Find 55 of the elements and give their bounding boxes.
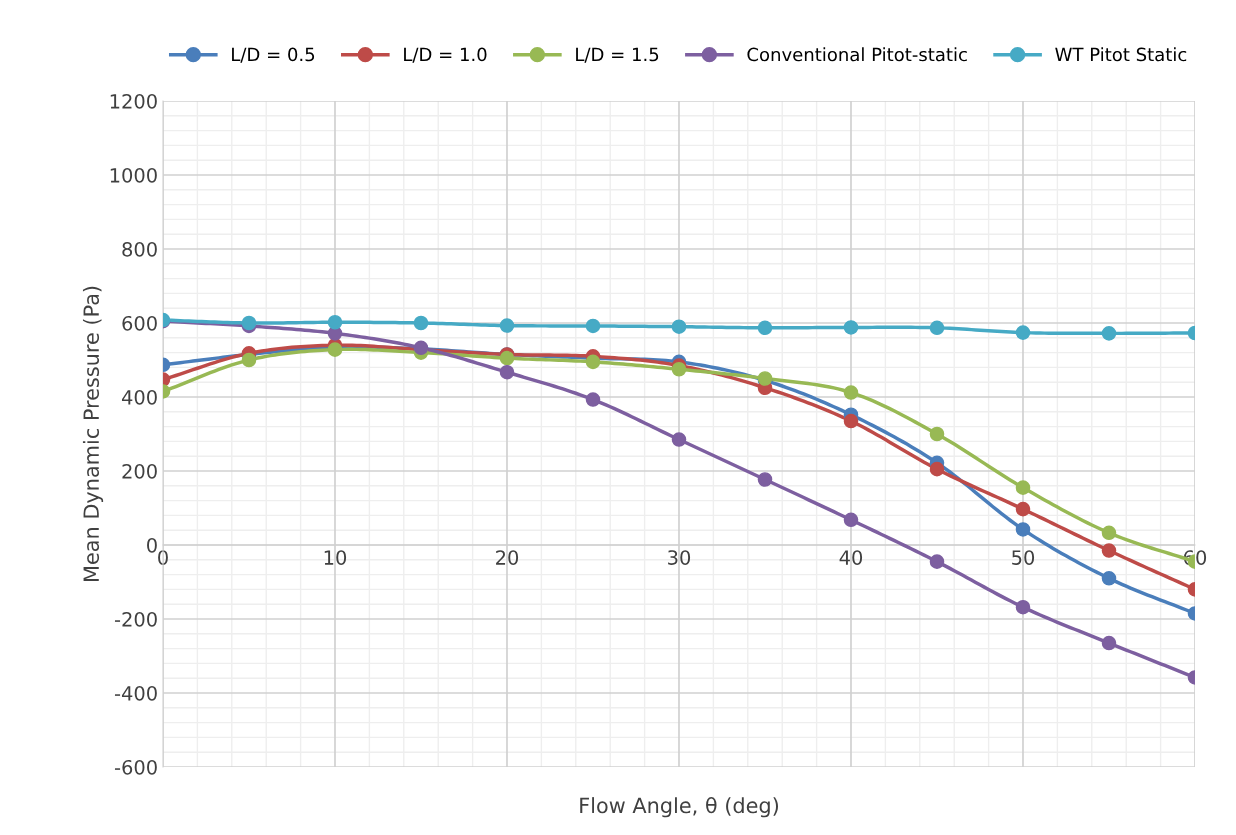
- point: [757, 320, 773, 336]
- point: [671, 319, 687, 334]
- point: [1101, 635, 1117, 651]
- point: [843, 320, 859, 335]
- y-tick-label: -600: [114, 759, 157, 775]
- legend-label: L/D = 1.0: [404, 47, 487, 63]
- x-tick-label: 50: [1012, 550, 1035, 565]
- x-tick-label: 10: [324, 550, 347, 565]
- point: [1015, 501, 1031, 517]
- point: [929, 554, 945, 569]
- point: [1101, 571, 1117, 586]
- x-tick-label: 40: [839, 550, 863, 565]
- y-tick-label: 400: [121, 389, 157, 405]
- point: [499, 350, 515, 366]
- legend-label: L/D = 0.5: [232, 47, 315, 63]
- point: [843, 385, 859, 400]
- x-tick-label: 0: [158, 550, 168, 565]
- point: [671, 432, 687, 447]
- y-axis-title: Mean Dynamic Pressure (Pa): [82, 286, 104, 581]
- legend-label: L/D = 1.5: [576, 47, 659, 63]
- point: [843, 413, 859, 429]
- point: [1101, 326, 1117, 341]
- point: [585, 318, 601, 334]
- point: [671, 361, 687, 377]
- point: [929, 461, 945, 477]
- point: [585, 392, 601, 407]
- point: [757, 472, 773, 487]
- point: [1015, 480, 1031, 495]
- y-tick-label: 800: [122, 241, 157, 257]
- point: [1015, 325, 1031, 340]
- point: [499, 364, 515, 380]
- legend-label: WT Pitot Static: [1055, 47, 1187, 62]
- point: [929, 320, 945, 336]
- y-tick-label: 0: [147, 537, 157, 553]
- y-tick-label: -200: [114, 611, 157, 627]
- point: [413, 315, 429, 331]
- point: [585, 354, 601, 370]
- y-tick-label: 200: [122, 463, 157, 479]
- y-tick-label: 1200: [110, 93, 157, 109]
- legend-label: Conventional Pitot-static: [747, 47, 967, 62]
- point: [241, 352, 257, 368]
- y-tick-label: 1000: [110, 167, 157, 183]
- point: [499, 318, 515, 333]
- point: [1101, 543, 1117, 558]
- x-axis-title: Flow Angle, θ (deg): [580, 796, 779, 818]
- point: [1015, 522, 1031, 537]
- point: [929, 426, 945, 442]
- x-tick-label: 30: [668, 550, 691, 565]
- y-tick-label: -400: [114, 685, 157, 701]
- point: [327, 314, 343, 330]
- point: [1101, 525, 1117, 541]
- y-tick-label: 600: [122, 315, 157, 331]
- x-tick-label: 20: [496, 550, 519, 565]
- point: [1015, 599, 1031, 615]
- point: [843, 512, 859, 528]
